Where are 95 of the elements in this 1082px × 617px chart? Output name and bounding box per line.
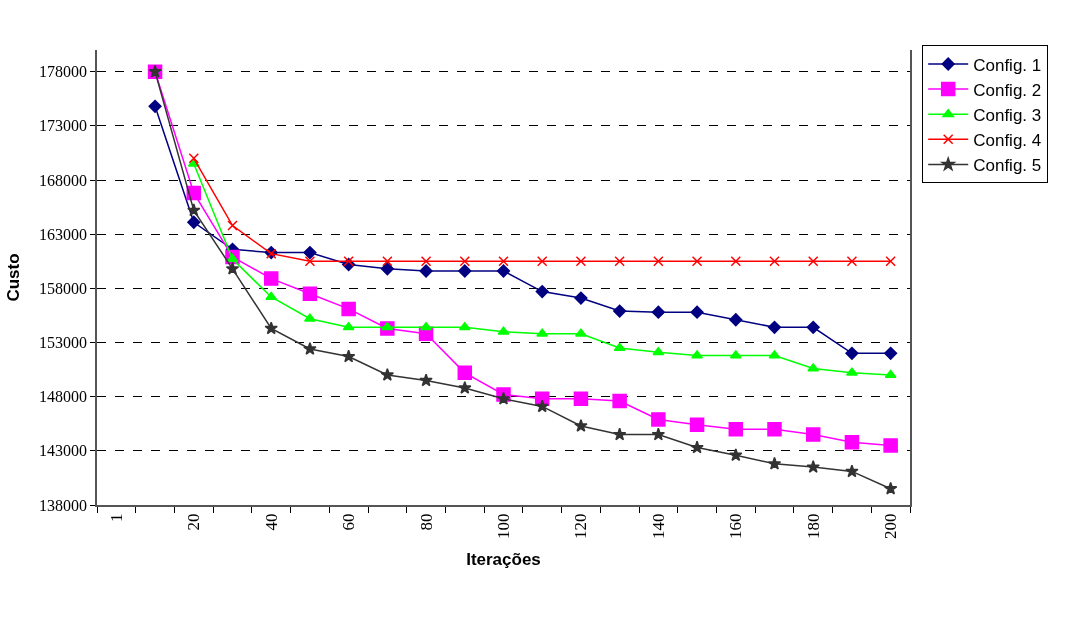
point: [653, 256, 664, 267]
point: [341, 301, 356, 317]
x-tick-label: 200: [881, 513, 901, 540]
point: [536, 256, 548, 267]
point: [496, 264, 511, 278]
point: [767, 320, 782, 334]
y-tick-label: 158000: [39, 279, 88, 297]
point: [612, 427, 627, 441]
x-tick-label: 180: [803, 513, 823, 540]
point: [690, 440, 704, 454]
point: [883, 481, 898, 495]
point: [302, 286, 318, 301]
point: [343, 256, 354, 267]
legend-label: Config. 1: [973, 55, 1042, 75]
point: [187, 203, 201, 217]
point: [614, 256, 625, 267]
point: [226, 253, 239, 263]
point: [845, 464, 859, 478]
point: [767, 421, 782, 437]
y-tick-label: 153000: [39, 334, 88, 352]
point: [535, 284, 549, 299]
point: [612, 393, 627, 409]
x-tick-label: 20: [184, 513, 204, 531]
point: [691, 256, 703, 267]
legend-label: Config. 3: [973, 105, 1042, 125]
point: [458, 264, 472, 278]
point: [689, 417, 705, 433]
y-tick-label: 173000: [39, 117, 88, 135]
point: [574, 291, 588, 305]
point: [496, 391, 511, 405]
x-tick-label: 60: [339, 513, 359, 531]
x-tick-label: 40: [261, 513, 281, 531]
y-tick-label: 138000: [39, 496, 88, 514]
point: [805, 427, 821, 442]
point: [498, 256, 509, 267]
point: [651, 427, 666, 441]
point: [304, 256, 316, 267]
x-tick-label: 1: [106, 513, 126, 523]
point: [419, 373, 433, 387]
point: [535, 399, 549, 413]
y-tick-label: 163000: [39, 225, 88, 243]
point: [729, 313, 743, 327]
y-tick-label: 168000: [39, 171, 88, 189]
legend-label: Config. 2: [973, 80, 1042, 100]
y-tick-label: 148000: [39, 388, 88, 406]
legend-label: Config. 4: [973, 130, 1042, 150]
point: [187, 215, 201, 229]
point: [341, 349, 356, 363]
point: [458, 380, 472, 394]
point: [806, 320, 820, 334]
point: [844, 434, 860, 450]
point: [846, 256, 858, 267]
point: [574, 418, 588, 432]
point: [380, 262, 394, 276]
x-tick-label: 80: [416, 513, 436, 531]
point: [382, 256, 393, 267]
point: [188, 153, 200, 164]
point: [845, 346, 859, 360]
point: [730, 256, 742, 267]
point: [613, 304, 627, 318]
x-tick-label: 140: [648, 513, 668, 540]
point: [806, 460, 820, 473]
point: [264, 321, 278, 335]
point: [419, 264, 433, 278]
y-axis-title: Custo: [4, 253, 24, 302]
point: [575, 256, 587, 267]
point: [148, 99, 162, 113]
point: [807, 256, 819, 267]
point: [227, 220, 238, 231]
x-axis-title: Iterações: [466, 549, 541, 569]
point: [225, 261, 240, 275]
point: [883, 438, 898, 453]
y-tick-label: 143000: [39, 442, 88, 460]
point: [729, 448, 743, 462]
point: [885, 256, 896, 267]
point: [573, 391, 589, 407]
point: [690, 305, 704, 319]
y-tick-label: 178000: [39, 63, 88, 81]
point: [884, 346, 898, 360]
x-tick-label: 120: [571, 513, 591, 540]
x-tick-label: 160: [726, 513, 746, 540]
point: [420, 256, 432, 267]
legend-label: Config. 5: [973, 156, 1042, 176]
point: [459, 256, 471, 267]
x-tick-label: 100: [494, 513, 514, 540]
point: [728, 421, 744, 437]
point: [303, 341, 317, 355]
point: [263, 271, 279, 286]
point: [769, 256, 780, 267]
point: [380, 367, 395, 381]
point: [457, 365, 473, 381]
point: [767, 456, 782, 470]
point: [303, 245, 317, 260]
point: [651, 305, 665, 319]
point: [651, 412, 666, 427]
